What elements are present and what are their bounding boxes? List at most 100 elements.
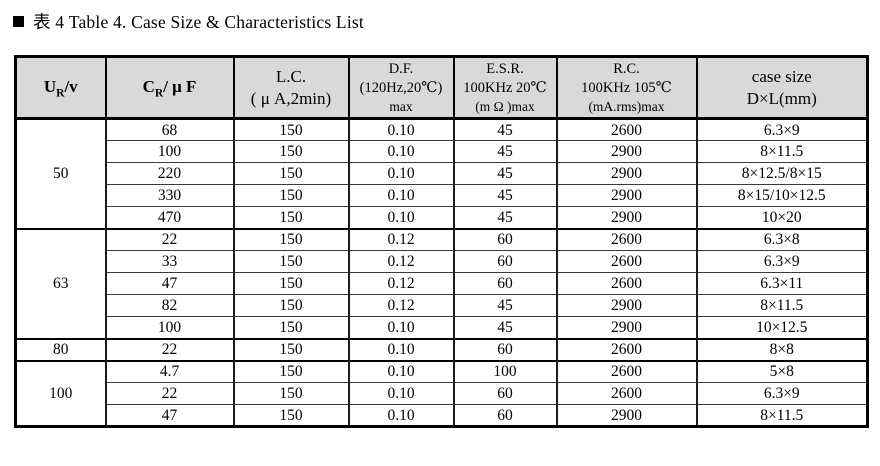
square-bullet-icon xyxy=(13,16,24,27)
table-row: 33 150 0.12 60 2600 6.3×9 xyxy=(16,250,869,274)
df-cell: 0.10 xyxy=(347,184,455,208)
size-cell: 6.3×9 xyxy=(695,250,869,274)
esr-cell: 100 xyxy=(452,359,558,384)
size-cell: 6.3×9 xyxy=(695,117,869,142)
table-row: 330 150 0.10 45 2900 8×15/10×12.5 xyxy=(16,184,869,208)
table-row: 100 150 0.10 45 2900 10×12.5 xyxy=(16,316,869,340)
size-cell: 8×11.5 xyxy=(695,140,869,164)
cap-cell: 22 xyxy=(104,382,235,406)
lc-cell: 150 xyxy=(232,382,350,406)
lc-cell: 150 xyxy=(232,227,350,252)
title-text: 表 4 Table 4. Case Size & Characteristics… xyxy=(33,12,364,32)
df-cell: 0.12 xyxy=(347,227,455,252)
cap-cell: 47 xyxy=(104,272,235,296)
lc-cell: 150 xyxy=(232,162,350,186)
size-cell: 8×8 xyxy=(695,337,869,362)
lc-cell: 150 xyxy=(232,206,350,230)
header-case-line1: case size xyxy=(751,66,812,86)
size-cell: 8×11.5 xyxy=(695,294,869,318)
table-row: 100 150 0.10 45 2900 8×11.5 xyxy=(16,140,869,164)
esr-cell: 45 xyxy=(452,316,558,340)
df-cell: 0.10 xyxy=(347,140,455,164)
cap-cell: 33 xyxy=(104,250,235,274)
rc-cell: 2900 xyxy=(555,206,698,230)
table-row: 82 150 0.12 45 2900 8×11.5 xyxy=(16,294,869,318)
rc-cell: 2900 xyxy=(555,316,698,340)
size-cell: 6.3×11 xyxy=(695,272,869,296)
header-rc-line3: (mA.rms)max xyxy=(588,98,665,114)
size-cell: 5×8 xyxy=(695,359,869,384)
lc-cell: 150 xyxy=(232,359,350,384)
df-cell: 0.10 xyxy=(347,206,455,230)
col-header-leakage-current: L.C. ( μ A,2min) xyxy=(232,55,350,121)
df-cell: 0.10 xyxy=(347,404,455,428)
cap-cell: 470 xyxy=(104,206,235,230)
voltage-cell: 63 xyxy=(14,227,107,340)
df-cell: 0.12 xyxy=(347,272,455,296)
table-row: 22 150 0.10 60 2600 6.3×9 xyxy=(16,382,869,406)
esr-cell: 60 xyxy=(452,337,558,362)
lc-cell: 150 xyxy=(232,250,350,274)
col-header-capacitance: CR/ μ F xyxy=(104,55,235,121)
cap-cell: 100 xyxy=(104,140,235,164)
header-esr-line3: (m Ω )max xyxy=(475,98,535,114)
page-title: 表 4 Table 4. Case Size & Characteristics… xyxy=(13,9,364,34)
header-df-line2: (120Hz,20℃) xyxy=(359,79,443,96)
lc-cell: 150 xyxy=(232,337,350,362)
table-row: 80 22 150 0.10 60 2600 8×8 xyxy=(14,337,869,362)
rc-cell: 2900 xyxy=(555,294,698,318)
esr-cell: 45 xyxy=(452,184,558,208)
header-cr-label: CR/ μ F xyxy=(142,77,197,100)
df-cell: 0.10 xyxy=(347,162,455,186)
col-header-rated-voltage: UR/v xyxy=(14,55,107,121)
df-cell: 0.10 xyxy=(347,117,455,142)
header-rc-line2: 100KHz 105℃ xyxy=(581,79,672,96)
rc-cell: 2900 xyxy=(555,184,698,208)
esr-cell: 60 xyxy=(452,250,558,274)
esr-cell: 45 xyxy=(452,162,558,186)
rc-cell: 2600 xyxy=(555,337,698,362)
header-rc-line1: R.C. xyxy=(613,61,640,77)
cap-cell: 4.7 xyxy=(104,359,235,384)
rc-cell: 2600 xyxy=(555,250,698,274)
size-cell: 6.3×9 xyxy=(695,382,869,406)
col-header-ripple-current: R.C. 100KHz 105℃ (mA.rms)max xyxy=(555,55,698,121)
cap-cell: 330 xyxy=(104,184,235,208)
header-df-line1: D.F. xyxy=(388,61,414,77)
esr-cell: 60 xyxy=(452,404,558,428)
lc-cell: 150 xyxy=(232,294,350,318)
table-row: 100 4.7 150 0.10 100 2600 5×8 xyxy=(14,359,869,428)
cap-cell: 22 xyxy=(104,337,235,362)
table-row: 470 150 0.10 45 2900 10×20 xyxy=(16,206,869,230)
col-header-dissipation-factor: D.F. (120Hz,20℃) max xyxy=(347,55,455,121)
size-cell: 8×15/10×12.5 xyxy=(695,184,869,208)
col-header-case-size: case size D×L(mm) xyxy=(695,55,869,121)
esr-cell: 45 xyxy=(452,140,558,164)
rc-cell: 2900 xyxy=(555,140,698,164)
df-cell: 0.10 xyxy=(347,382,455,406)
esr-cell: 60 xyxy=(452,272,558,296)
lc-cell: 150 xyxy=(232,404,350,428)
rc-cell: 2900 xyxy=(555,162,698,186)
lc-cell: 150 xyxy=(232,316,350,340)
esr-cell: 45 xyxy=(452,206,558,230)
table-row: 47 150 0.12 60 2600 6.3×11 xyxy=(16,272,869,296)
table-row: 47 150 0.10 60 2900 8×11.5 xyxy=(16,404,869,428)
rc-cell: 2600 xyxy=(555,272,698,296)
rc-cell: 2900 xyxy=(555,404,698,428)
header-lc-line2: ( μ A,2min) xyxy=(250,88,332,108)
cap-cell: 22 xyxy=(104,227,235,252)
esr-cell: 45 xyxy=(452,117,558,142)
table-row: 220 150 0.10 45 2900 8×12.5/8×15 xyxy=(16,162,869,186)
esr-cell: 45 xyxy=(452,294,558,318)
df-cell: 0.10 xyxy=(347,359,455,384)
size-cell: 10×12.5 xyxy=(695,316,869,340)
header-row: UR/v CR/ μ F L.C. ( μ A,2min) D.F. (120H… xyxy=(14,55,869,121)
rc-cell: 2600 xyxy=(555,227,698,252)
size-cell: 8×12.5/8×15 xyxy=(695,162,869,186)
header-lc-line1: L.C. xyxy=(275,66,307,86)
rc-cell: 2600 xyxy=(555,382,698,406)
df-cell: 0.10 xyxy=(347,337,455,362)
header-case-line2: D×L(mm) xyxy=(746,88,817,108)
lc-cell: 150 xyxy=(232,117,350,142)
